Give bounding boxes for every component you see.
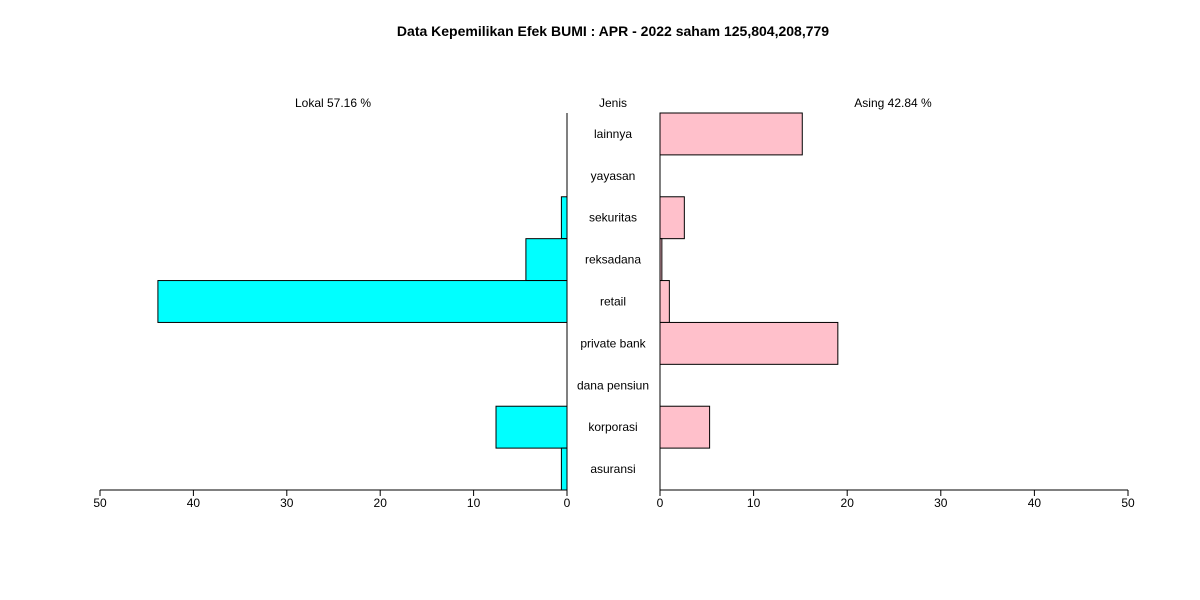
jenis-header: Jenis: [599, 96, 627, 110]
bar-asing-korporasi: [659, 405, 711, 449]
category-label-retail: retail: [600, 295, 626, 309]
bar-lokal-sekuritas: [560, 196, 568, 240]
category-label-sekuritas: sekuritas: [589, 211, 637, 225]
bar-asing-sekuritas: [659, 196, 685, 240]
left-tick-label: 10: [467, 496, 481, 510]
left-tick-label: 0: [564, 496, 571, 510]
asing-header: Asing 42.84 %: [854, 96, 932, 110]
right-tick-label: 0: [657, 496, 664, 510]
category-label-lainnya: lainnya: [594, 127, 632, 141]
category-label-yayasan: yayasan: [591, 169, 636, 183]
bar-asing-private-bank: [659, 321, 839, 365]
bar-asing-retail: [659, 280, 670, 323]
left-tick-label: 30: [280, 496, 294, 510]
bar-asing-lainnya: [659, 112, 803, 156]
axes-group: lainnya yayasan sekuritas reksadana retail pr…: [93, 113, 1135, 510]
right-tick-label: 30: [934, 496, 948, 510]
chart-title: Data Kepemilikan Efek BUMI : APR - 2022 …: [397, 23, 829, 39]
category-label-dana-pensiun: dana pensiun: [577, 378, 649, 392]
left-tick-label: 40: [187, 496, 201, 510]
left-tick-label: 20: [374, 496, 388, 510]
bar-lokal-retail: [157, 280, 568, 323]
right-tick-label: 10: [747, 496, 761, 510]
bar-lokal-asuransi: [560, 447, 568, 491]
bar-lokal-korporasi: [495, 405, 568, 449]
bars-group: [157, 112, 839, 491]
lokal-header: Lokal 57.16 %: [295, 96, 371, 110]
category-label-asuransi: asuransi: [590, 462, 635, 476]
bar-lokal-reksadana: [525, 238, 568, 282]
right-tick-label: 20: [841, 496, 855, 510]
right-tick-label: 40: [1028, 496, 1042, 510]
category-label-private-bank: private bank: [580, 336, 646, 350]
left-tick-label: 50: [93, 496, 107, 510]
category-label-korporasi: korporasi: [588, 420, 637, 434]
category-label-reksadana: reksadana: [585, 253, 641, 267]
right-tick-label: 50: [1121, 496, 1135, 510]
